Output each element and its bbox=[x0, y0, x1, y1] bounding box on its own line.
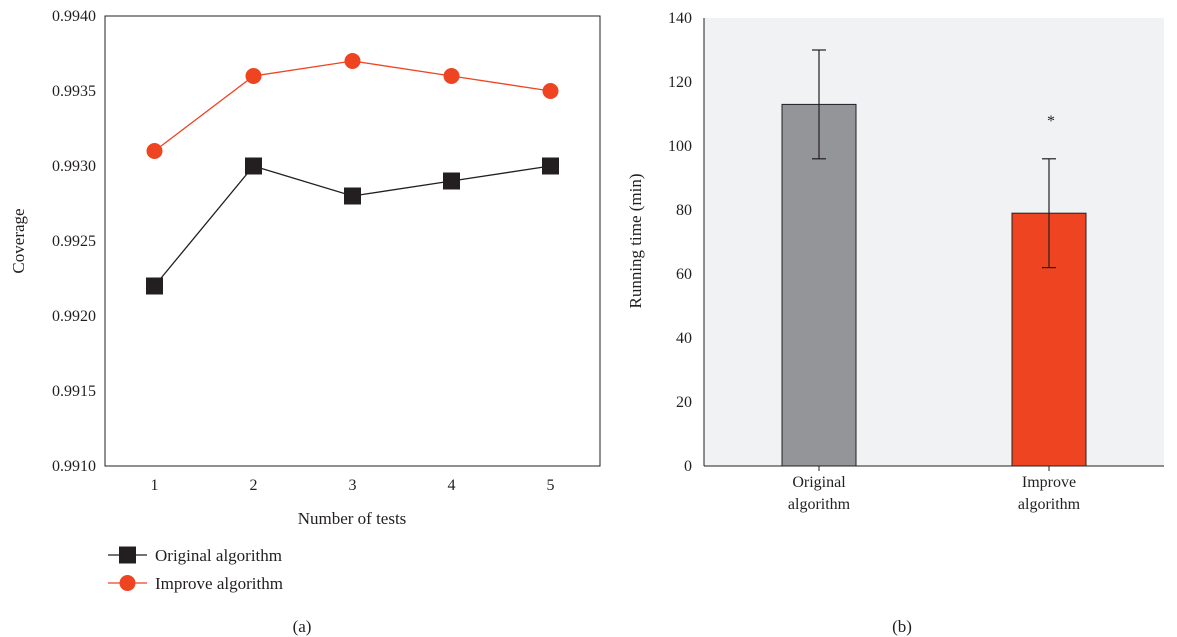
y-tick-label: 20 bbox=[676, 394, 692, 411]
line-chart-y-axis-title: Coverage bbox=[9, 208, 28, 273]
line-chart-y-ticks: 0.9910 0.9915 0.9920 0.9925 0.9930 0.9935 0.99… bbox=[52, 8, 96, 475]
bar-chart-panel: 0 20 40 60 80 100 120 140 * Original algorithm Im… bbox=[626, 10, 1164, 636]
data-point bbox=[146, 143, 163, 159]
legend-label: Improve algorithm bbox=[155, 574, 283, 593]
x-tick-label: 2 bbox=[250, 477, 258, 494]
y-tick-label: 100 bbox=[668, 138, 692, 155]
x-tick-label: 3 bbox=[349, 477, 357, 494]
y-tick-label: 0.9925 bbox=[52, 233, 96, 250]
x-tick-label: algorithm bbox=[788, 496, 851, 513]
y-tick-label: 0 bbox=[684, 458, 692, 475]
bar-chart-y-ticks: 0 20 40 60 80 100 120 140 bbox=[668, 10, 692, 475]
bar-chart-plot-area bbox=[704, 18, 1164, 466]
x-tick-label: 1 bbox=[151, 477, 159, 494]
y-tick-label: 0.9935 bbox=[52, 83, 96, 100]
significance-marker: * bbox=[1047, 113, 1055, 130]
y-tick-label: 0.9930 bbox=[52, 158, 96, 175]
x-tick-label: Original bbox=[792, 474, 846, 491]
data-point bbox=[245, 157, 262, 175]
y-tick-label: 0.9920 bbox=[52, 308, 96, 325]
line-chart-legend: Original algorithm Improve algorithm bbox=[108, 546, 283, 593]
bar bbox=[781, 103, 857, 467]
line-chart-x-axis-title: Number of tests bbox=[298, 509, 407, 528]
line-chart-series bbox=[146, 53, 559, 295]
y-tick-label: 0.9915 bbox=[52, 383, 96, 400]
y-tick-label: 60 bbox=[676, 266, 692, 283]
line-chart-panel: 0.9910 0.9915 0.9920 0.9925 0.9930 0.9935 0.99… bbox=[9, 8, 601, 636]
x-tick-label: algorithm bbox=[1018, 496, 1081, 513]
panel-label-a: (a) bbox=[293, 617, 312, 636]
legend-marker bbox=[119, 575, 136, 591]
y-tick-label: 0.9940 bbox=[52, 8, 96, 25]
data-point bbox=[443, 68, 460, 84]
x-tick-label: 4 bbox=[448, 477, 456, 494]
data-point bbox=[443, 172, 460, 190]
bar-chart-bars: * bbox=[781, 49, 1087, 467]
data-point bbox=[542, 157, 559, 175]
y-tick-label: 40 bbox=[676, 330, 692, 347]
line-chart-plot-area bbox=[104, 15, 601, 467]
panel-label-b: (b) bbox=[892, 617, 912, 636]
x-tick-label: 5 bbox=[547, 477, 555, 494]
data-point bbox=[344, 187, 361, 205]
y-tick-label: 0.9910 bbox=[52, 458, 96, 475]
bar-chart-x-ticks: Original algorithm Improve algorithm bbox=[788, 466, 1081, 513]
legend-marker bbox=[119, 546, 136, 564]
y-tick-label: 120 bbox=[668, 74, 692, 91]
x-tick-label: Improve bbox=[1022, 474, 1076, 491]
legend-label: Original algorithm bbox=[155, 546, 282, 565]
line-chart-x-ticks: 1 2 3 4 5 bbox=[151, 477, 555, 494]
data-point bbox=[146, 277, 163, 295]
bar-chart-y-axis-title: Running time (min) bbox=[626, 173, 645, 308]
data-point bbox=[542, 83, 559, 99]
y-tick-label: 80 bbox=[676, 202, 692, 219]
data-point bbox=[344, 53, 361, 69]
data-point bbox=[245, 68, 262, 84]
y-tick-label: 140 bbox=[668, 10, 692, 27]
